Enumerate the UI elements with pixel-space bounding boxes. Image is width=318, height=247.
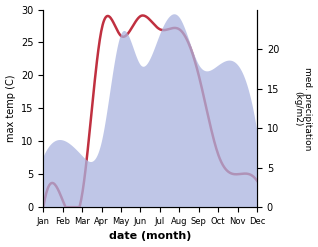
Y-axis label: med. precipitation
(kg/m2): med. precipitation (kg/m2) bbox=[293, 67, 313, 150]
X-axis label: date (month): date (month) bbox=[109, 231, 191, 242]
Y-axis label: max temp (C): max temp (C) bbox=[5, 75, 16, 142]
